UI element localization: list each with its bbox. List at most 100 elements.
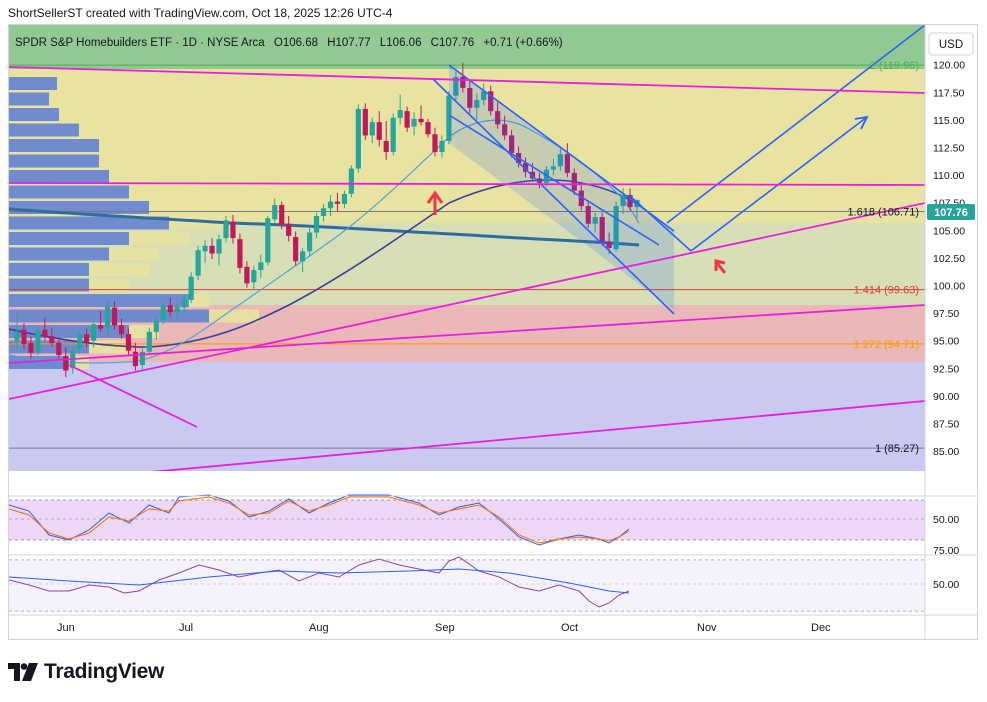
ohlc-close: C107.76 bbox=[431, 37, 474, 49]
candle-body bbox=[104, 306, 111, 328]
candle-body bbox=[286, 223, 292, 236]
fib-label: 2 (119.96) bbox=[870, 60, 919, 72]
support-trendline-2 bbox=[151, 400, 925, 471]
candle-body bbox=[111, 307, 118, 326]
candle-body bbox=[474, 100, 480, 108]
candle-body bbox=[376, 122, 382, 140]
candle-body bbox=[84, 334, 90, 342]
volume-profile-bar bbox=[9, 201, 149, 214]
chart-frame[interactable]: 2 (119.96) 1.618 (106.71) 1.414 (99.63) 1.2… bbox=[8, 24, 978, 640]
currency-label: USD bbox=[939, 39, 963, 51]
candle-body bbox=[522, 162, 529, 172]
candle-body bbox=[418, 118, 424, 123]
volume-profile-bar bbox=[9, 108, 59, 121]
price-tick-label: 110.00 bbox=[933, 170, 964, 182]
candle-body bbox=[174, 306, 180, 313]
candle-body bbox=[467, 87, 473, 108]
time-tick-label: Sep bbox=[435, 622, 455, 634]
price-tick-label: 115.00 bbox=[933, 115, 964, 127]
ohlc-high: H107.77 bbox=[327, 37, 370, 49]
short-down-line bbox=[68, 364, 198, 428]
candle-body bbox=[167, 305, 173, 313]
ohlc-open: O106.68 bbox=[274, 37, 318, 49]
tradingview-logo-icon bbox=[8, 663, 38, 681]
candle-body bbox=[153, 320, 159, 332]
price-tick-label: 95.00 bbox=[933, 336, 959, 348]
volume-profile-bar bbox=[9, 216, 169, 230]
time-tick-label: Dec bbox=[811, 622, 831, 634]
red-arrow-up-1 bbox=[426, 190, 444, 215]
time-tick-label: Oct bbox=[561, 622, 578, 634]
svg-text:50.00: 50.00 bbox=[933, 579, 959, 591]
tradingview-logo[interactable]: TradingView bbox=[8, 658, 164, 686]
volume-profile-bar bbox=[9, 185, 129, 199]
volume-profile-bar bbox=[9, 247, 109, 261]
fib-level-labels: 2 (119.96) 1.618 (106.71) 1.414 (99.63) 1.2… bbox=[847, 60, 919, 455]
candle-body bbox=[265, 218, 271, 263]
candle-body bbox=[439, 140, 445, 152]
last-price-text: 107.76 bbox=[934, 207, 968, 219]
volume-profile-bar bbox=[9, 232, 129, 245]
candle-body bbox=[453, 76, 459, 96]
price-chart[interactable]: 2 (119.96) 1.618 (106.71) 1.414 (99.63) 1.2… bbox=[9, 25, 977, 639]
oscillator-band bbox=[9, 500, 925, 540]
candle-body bbox=[279, 204, 285, 225]
volume-profile-bar bbox=[9, 263, 89, 276]
candle-body bbox=[446, 95, 452, 141]
candle-body bbox=[21, 329, 27, 345]
svg-text:75.00: 75.00 bbox=[933, 545, 959, 557]
candle-body bbox=[14, 331, 20, 341]
candle-body bbox=[209, 245, 215, 254]
candle-body bbox=[481, 91, 487, 101]
volume-profile-bar bbox=[9, 340, 89, 354]
candle-body bbox=[585, 206, 591, 224]
candle-body bbox=[564, 154, 570, 173]
channel-mid-line bbox=[448, 114, 660, 246]
volume-profile-bar bbox=[9, 92, 49, 106]
candle-body bbox=[258, 262, 264, 271]
candle-body bbox=[571, 172, 577, 191]
volume-profile-bar bbox=[9, 77, 57, 90]
fibonacci-zones bbox=[9, 25, 925, 493]
volume-profile-bar bbox=[9, 278, 89, 292]
candle-body bbox=[216, 239, 222, 254]
candle-body bbox=[42, 329, 48, 337]
candle-body bbox=[383, 140, 389, 152]
candle-body bbox=[244, 266, 250, 284]
fib-label: 1.618 (106.71) bbox=[847, 206, 919, 218]
candle-body bbox=[91, 324, 97, 341]
currency-button[interactable]: USD bbox=[928, 32, 974, 56]
fib-label: 1 (85.27) bbox=[875, 443, 919, 455]
candle-body bbox=[188, 276, 194, 300]
volume-profile-bar bbox=[9, 325, 129, 338]
price-axis[interactable]: 120.00117.50115.00112.50110.00107.50105.… bbox=[933, 60, 965, 458]
projection-arrowhead bbox=[854, 115, 869, 130]
candle-body bbox=[341, 193, 348, 204]
candle-body bbox=[306, 232, 313, 252]
candle-body bbox=[557, 154, 563, 167]
fib-label: 1.272 (94.71) bbox=[854, 339, 919, 351]
candle-body bbox=[160, 305, 166, 320]
downtrend-channel-fill bbox=[449, 65, 674, 310]
price-tick-label: 87.50 bbox=[933, 419, 959, 431]
candle-body bbox=[460, 76, 466, 88]
candle-body bbox=[49, 336, 55, 343]
channel-upper-line bbox=[448, 64, 675, 232]
candle-body bbox=[300, 251, 306, 262]
volume-profile-bar bbox=[9, 154, 99, 168]
candle-body bbox=[125, 334, 132, 351]
candle-body bbox=[550, 166, 557, 170]
candle-body bbox=[237, 239, 243, 268]
candle-body bbox=[63, 356, 69, 371]
symbol-name: SPDR S&P Homebuilders ETF · 1D · NYSE Ar… bbox=[15, 37, 265, 49]
time-axis[interactable]: Jun Jul Aug Sep Oct Nov Dec bbox=[57, 622, 831, 634]
candle-body bbox=[181, 298, 187, 308]
candle-body bbox=[425, 122, 431, 135]
candle-body bbox=[139, 351, 145, 366]
price-tick-label: 100.00 bbox=[933, 281, 965, 293]
fib-zone-gray bbox=[9, 471, 925, 493]
candle-body bbox=[334, 201, 341, 204]
projection-line-1 bbox=[628, 194, 692, 252]
volume-profile-bar bbox=[9, 170, 109, 183]
rsi-line bbox=[9, 556, 630, 608]
